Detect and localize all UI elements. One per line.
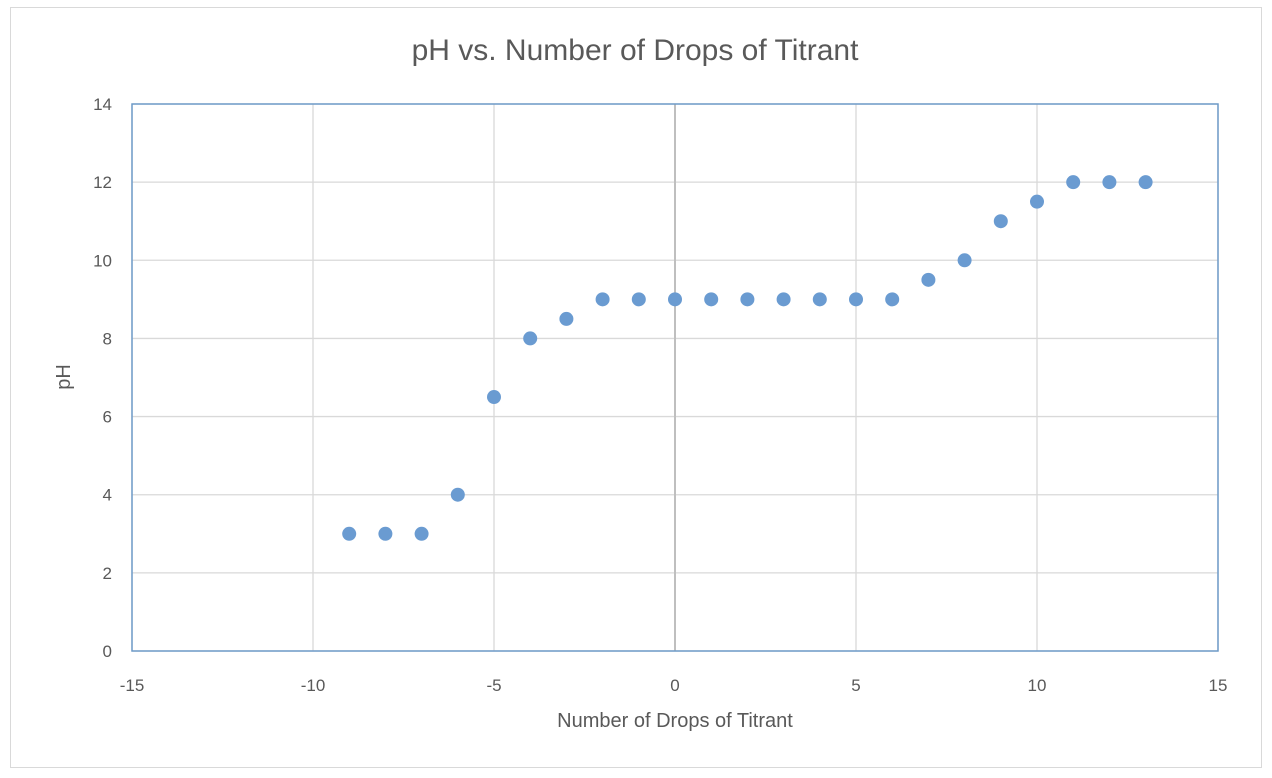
x-tick-label: -5 (486, 676, 501, 695)
data-point (1102, 175, 1117, 190)
x-tick-label: 15 (1209, 676, 1228, 695)
data-point (559, 311, 574, 326)
data-point (450, 487, 465, 502)
data-point (993, 214, 1008, 229)
x-tick-label: 10 (1028, 676, 1047, 695)
data-point (487, 390, 501, 405)
x-tick-label: 0 (670, 676, 679, 695)
data-point (631, 292, 646, 307)
y-tick-label: 6 (103, 408, 112, 427)
x-tick-label: 5 (851, 676, 860, 695)
data-point (595, 292, 610, 307)
x-tick-label: -15 (120, 676, 145, 695)
data-point (885, 292, 900, 307)
x-axis-label: Number of Drops of Titrant (557, 710, 793, 732)
y-axis-label: pH (53, 364, 75, 390)
data-point (849, 292, 863, 307)
y-tick-label: 8 (103, 329, 112, 348)
chart-title: pH vs. Number of Drops of Titrant (412, 34, 859, 67)
y-tick-label: 4 (103, 486, 112, 505)
data-point (921, 272, 936, 287)
y-tick-label: 2 (103, 564, 112, 583)
data-point (957, 253, 972, 268)
data-point (1138, 175, 1153, 190)
data-point (812, 292, 827, 307)
y-tick-label: 14 (93, 95, 112, 114)
plot-area-border (131, 103, 1219, 652)
y-tick-label: 0 (103, 642, 112, 661)
data-point (342, 526, 357, 541)
data-point (776, 292, 791, 307)
data-point (668, 292, 682, 307)
data-point (1030, 194, 1044, 209)
x-tick-label: -10 (301, 676, 326, 695)
data-point (414, 526, 429, 541)
chart-frame (10, 7, 1262, 768)
y-tick-label: 12 (93, 173, 112, 192)
data-point (740, 292, 755, 307)
data-point (378, 526, 393, 541)
y-tick-label: 10 (93, 251, 112, 270)
data-point (1066, 175, 1081, 190)
data-point (704, 292, 719, 307)
data-point (523, 331, 538, 346)
